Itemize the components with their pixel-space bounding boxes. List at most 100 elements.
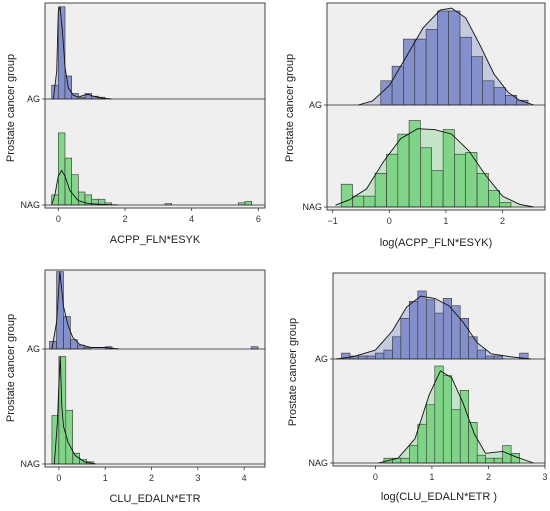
histogram-bar-ag [459,36,472,106]
x-axis-title: ACPP_FLN*ESYK [110,234,201,246]
histogram-bar-ag [482,80,495,106]
group-label-ag: AG [309,100,322,110]
group-label-nag: NAG [20,200,40,210]
panel-3: AG NAG 0 1 2 3 4 CLU_EDALN*ETR Prostate cancer g… [5,269,266,505]
density-curve-ag [357,7,534,106]
histogram-bar-nag [408,445,419,464]
density-curve-ag [52,6,112,100]
histogram-bar-nag [51,194,59,206]
histogram-bar-ag [408,300,419,360]
plot-background [45,270,265,467]
density-curve-nag [378,370,534,464]
plot-frame [326,2,546,211]
histogram-bar-ag [366,355,376,360]
histogram-bar-nag [451,409,461,464]
x-tick-label: 1 [429,472,434,482]
histogram-bar-nag [442,129,455,208]
x-tick-label: 2 [486,472,491,482]
histogram-bar-ag [383,349,393,360]
panel-4: AG NAG 0 1 2 3 log(CLU_EDALN*ETR ) Prostate can… [287,272,548,503]
histogram-bar-ag [476,349,487,360]
histogram-bar-nag [485,457,495,464]
histogram-bar-nag [442,375,453,464]
x-axis-title: CLU_EDALN*ETR [109,493,200,505]
plot-frame [44,269,266,468]
histogram-bar-ag [403,38,415,106]
histogram-bar-ag [425,29,438,106]
histogram-bar-ag [434,312,444,360]
group-label-nag: NAG [308,458,328,468]
histogram-bar-nag [352,195,365,208]
histogram-bar-ag [425,299,436,360]
y-axis-title: Prostate cancer group [287,318,299,426]
histogram-bar-ag [414,38,427,106]
histogram-bar-nag [459,389,470,464]
histogram-bar-nag [425,404,436,464]
x-tick-label: 0 [56,473,61,483]
histogram-bar-nag [468,421,478,464]
histogram-bar-ag [437,10,449,106]
histogram-bar-ag [448,10,461,106]
histogram-bar-nag [499,202,512,208]
density-curve-nag [51,169,119,206]
histogram-bar-nag [340,183,353,208]
x-tick-label: 2 [500,216,505,226]
x-tick-label: 1 [103,473,108,483]
histogram-bar-ag [400,317,410,360]
x-tick-label: 4 [242,473,247,483]
x-tick-label: 3 [195,473,200,483]
histogram-bar-nag [57,132,66,206]
histogram-bar-nag [420,147,432,208]
x-tick-label: 0 [56,214,61,224]
histogram-bar-ag [358,355,368,360]
x-tick-label: 1 [443,216,448,226]
histogram-bar-nag [397,133,410,208]
histogram-bar-ag [485,355,495,360]
density-curve-ag [335,295,531,360]
group-label-nag: NAG [302,202,322,212]
x-tick-label: 0 [387,216,392,226]
histogram-bar-nag [476,454,487,464]
x-tick-label: 2 [149,473,154,483]
plot-background [45,3,265,208]
x-tick-label: −1 [328,216,338,226]
histogram-bar-nag [363,195,376,208]
histogram-bar-nag [71,174,79,206]
x-axis-title: log(CLU_EDALN*ETR ) [381,491,497,503]
y-axis-title: Prostate cancer group [5,314,17,422]
x-tick-label: 6 [256,214,261,224]
group-label-nag: NAG [20,459,40,469]
histogram-bar-ag [493,87,506,106]
histogram-bar-nag [417,423,427,464]
histogram-bar-nag [72,452,81,465]
histogram-bar-nag [244,201,252,206]
histogram-bar-ag [471,56,483,106]
histogram-bar-ag [392,336,402,360]
histogram-bar-nag [454,153,466,208]
histogram-bar-ag [417,290,427,360]
group-label-ag: AG [27,94,40,104]
histogram-bar-nag [488,190,500,208]
panel-2: AG NAG −1 0 1 2 log(ACPP_FLN*ESYK) Prostate can… [284,2,546,249]
histogram-bar-nag [476,173,489,208]
histogram-bar-nag [408,120,421,208]
plot-frame [332,272,546,467]
plot-frame [44,2,266,209]
x-tick-label: 3 [542,472,547,482]
x-tick-label: 2 [122,214,127,224]
histogram-bar-nag [493,457,503,464]
density-curve-ag [51,271,120,350]
histogram-bar-nag [431,170,444,208]
x-axis-title: log(ACPP_FLN*ESYK) [380,237,493,249]
x-tick-label: 4 [189,214,194,224]
density-curve-nag [53,356,96,465]
density-curve-nag [335,128,534,208]
histogram-bar-nag [386,153,399,208]
histogram-bar-nag [374,173,387,208]
panel-1: AG NAG 0 2 4 6 ACPP_FLN*ESYK Prostate cancer gr… [5,2,266,246]
histogram-bar-nag [78,191,86,206]
histogram-bar-ag [375,352,385,360]
histogram-bar-nag [64,157,72,206]
group-label-ag: AG [315,354,328,364]
